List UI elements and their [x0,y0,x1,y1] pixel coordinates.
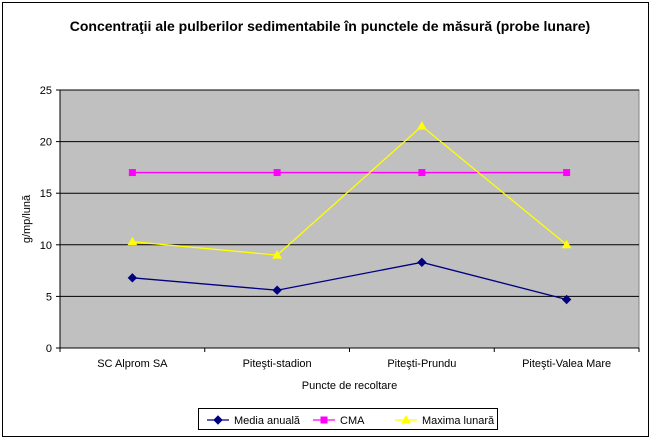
x-tick-label: Piteşti-stadion [243,358,312,370]
plot-area [59,89,640,349]
legend-entry: Maxima lunară [395,414,495,427]
chart-title: Concentraţii ale pulberilor sedimentabil… [69,18,591,34]
data-point [128,169,136,177]
y-tick-label: 5 [46,291,52,303]
y-tick-label: 25 [40,85,52,97]
y-tick-label: 10 [40,240,52,252]
legend-entry: CMA [313,415,365,427]
y-tick-label: 15 [40,188,52,200]
data-point [127,236,138,246]
data-point [563,169,571,177]
series-1 [128,169,571,177]
series-line [132,125,568,256]
data-point [127,273,138,283]
y-tick-label: 0 [46,343,52,355]
data-point [273,169,281,177]
data-point [418,169,426,177]
series-0 [127,257,572,305]
x-axis-label: Puncte de recoltare [302,380,397,392]
x-tick-label: Piteşti-Valea Mare [522,358,611,370]
series-2 [127,121,572,259]
legend-label: CMA [340,415,365,427]
data-point [561,239,572,249]
data-point [561,294,572,305]
x-tick-label: SC Alprom SA [97,358,168,370]
legend-marker [213,415,223,425]
legend-label: Media anuală [234,415,301,427]
legend-label: Maxima lunară [422,415,495,427]
x-tick-label: Piteşti-Prundu [387,358,456,370]
legend-entry: Media anuală [207,415,301,427]
data-point [417,121,427,130]
data-point [417,257,427,268]
series-line [132,261,567,301]
chart-legend: Media anuală CMA Maxima lunară [198,408,498,430]
legend-marker [320,416,328,424]
data-point [272,285,282,295]
legend-marker [401,414,411,424]
data-point [272,250,282,259]
y-tick-label: 20 [40,137,52,149]
y-axis-label: g/mp/lună [21,194,33,243]
